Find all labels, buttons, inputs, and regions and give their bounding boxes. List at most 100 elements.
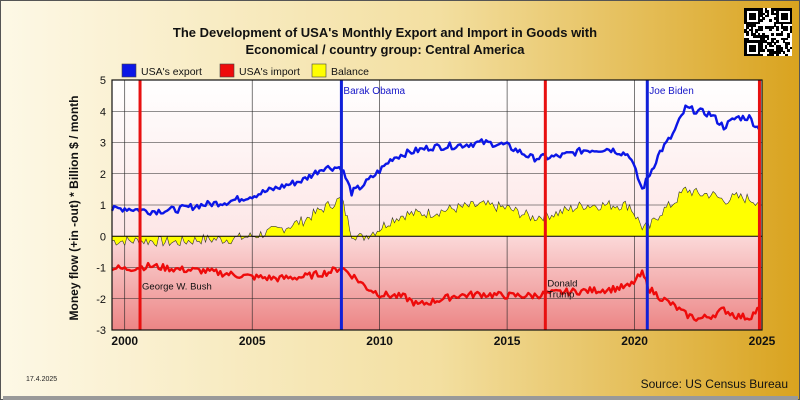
qr-module <box>771 44 774 48</box>
qr-module <box>789 19 793 22</box>
qr-module <box>744 14 747 18</box>
qr-module <box>776 14 779 18</box>
qr-module <box>773 8 777 11</box>
qr-module <box>755 30 758 34</box>
legend-label: USA's import <box>239 66 300 78</box>
qr-module <box>744 19 747 22</box>
y-tick-label: -2 <box>96 294 106 306</box>
qr-module <box>744 42 747 45</box>
qr-module <box>757 51 761 54</box>
qr-module <box>778 8 781 11</box>
qr-module <box>753 40 756 43</box>
qr-module <box>755 40 758 43</box>
qr-module <box>785 44 788 48</box>
qr-module <box>753 21 756 25</box>
qr-module <box>760 14 763 18</box>
qr-module <box>766 37 770 41</box>
qr-module <box>787 42 790 45</box>
y-axis-label: Money flow (+in -out) * Billion $ / mont… <box>67 96 81 321</box>
qr-module <box>760 53 763 57</box>
qr-module <box>753 35 756 38</box>
qr-module <box>776 8 779 11</box>
qr-module <box>778 49 781 52</box>
qr-module <box>750 28 754 32</box>
qr-module <box>757 42 761 45</box>
qr-module <box>757 8 761 11</box>
qr-module <box>776 33 779 36</box>
qr-module <box>750 40 754 43</box>
qr-module <box>778 21 781 25</box>
qr-module <box>753 8 756 11</box>
qr-module <box>766 53 770 57</box>
qr-module <box>760 35 763 38</box>
qr-module <box>787 33 790 36</box>
qr-module <box>750 46 754 50</box>
qr-module <box>757 10 761 13</box>
qr-module <box>746 33 749 36</box>
qr-module <box>764 14 768 18</box>
qr-module <box>744 8 747 11</box>
qr-module <box>744 17 747 20</box>
qr-module <box>785 12 788 16</box>
balance-area <box>111 186 760 247</box>
qr-module <box>753 24 756 27</box>
qr-module <box>748 46 752 50</box>
qr-module <box>780 46 784 50</box>
qr-module <box>757 26 761 29</box>
qr-module <box>769 19 772 22</box>
x-tick-label: 2025 <box>749 334 776 348</box>
qr-module <box>769 26 772 29</box>
qr-module <box>773 17 777 20</box>
qr-module <box>785 53 788 57</box>
qr-module <box>789 26 793 29</box>
qr-module <box>773 42 777 45</box>
qr-module <box>748 28 752 32</box>
qr-module <box>771 53 774 57</box>
qr-code-icon[interactable] <box>744 8 793 57</box>
qr-module <box>780 14 784 18</box>
qr-module <box>760 26 763 29</box>
qr-module <box>776 26 779 29</box>
qr-module <box>746 53 749 57</box>
qr-module <box>744 30 747 34</box>
qr-module <box>753 33 756 36</box>
qr-module <box>760 42 763 45</box>
qr-module <box>789 17 793 20</box>
date-stamp: 17.4.2025 <box>26 376 58 383</box>
qr-module <box>760 8 763 11</box>
qr-module <box>771 33 774 36</box>
qr-module <box>778 33 781 36</box>
qr-module <box>757 21 761 25</box>
qr-module <box>757 33 761 36</box>
qr-module <box>766 49 770 52</box>
qr-module <box>780 49 784 52</box>
qr-module <box>785 46 788 50</box>
qr-module <box>782 14 786 18</box>
qr-module <box>744 44 747 48</box>
legend: USA's export USA's import Balance <box>121 63 369 78</box>
x-tick-label: 2015 <box>494 334 521 348</box>
qr-module <box>750 26 754 29</box>
qr-module <box>780 12 784 16</box>
qr-module <box>750 17 754 20</box>
qr-module <box>780 37 784 41</box>
chart-title-line2: Economical / country group: Central Amer… <box>245 42 525 57</box>
qr-module <box>785 28 788 32</box>
qr-module <box>746 24 749 27</box>
qr-module <box>782 26 786 29</box>
qr-module <box>769 42 772 45</box>
plot-bg-negative <box>112 236 762 330</box>
y-tick-label: 5 <box>100 75 106 87</box>
qr-module <box>760 10 763 13</box>
qr-module <box>782 17 786 20</box>
qr-module <box>771 10 774 13</box>
qr-module <box>762 40 765 43</box>
qr-module <box>744 21 747 25</box>
qr-module <box>776 28 779 32</box>
qr-module <box>782 8 786 11</box>
qr-module <box>748 49 752 52</box>
qr-module <box>750 30 754 34</box>
president-label: Barak Obama <box>343 86 405 97</box>
legend-label: Balance <box>331 66 369 78</box>
legend-swatch <box>311 63 327 78</box>
